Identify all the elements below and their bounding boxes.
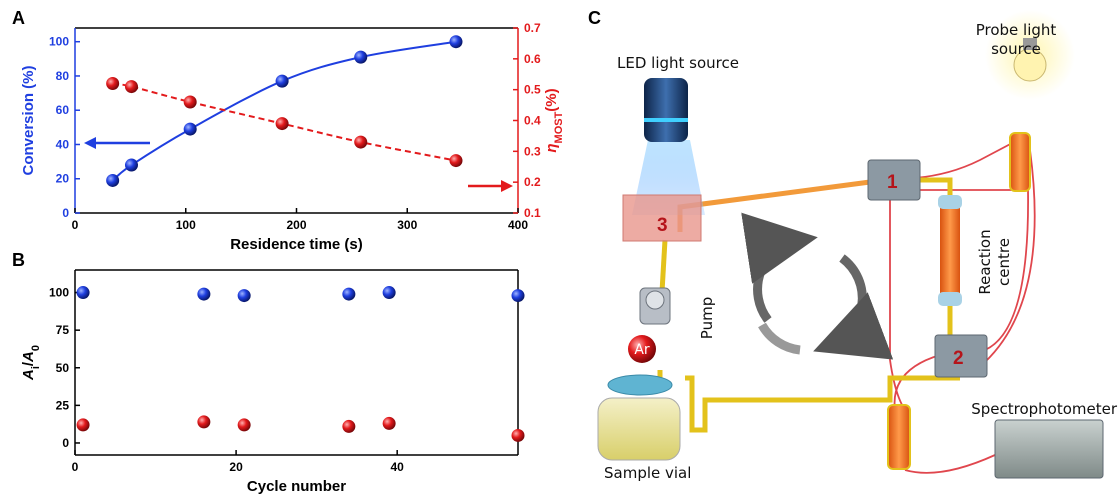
data-point	[354, 136, 367, 149]
cycle-arrow	[758, 240, 800, 320]
data-point	[342, 288, 355, 301]
led-ring	[644, 118, 688, 122]
y-tick-label: 0	[62, 206, 69, 220]
label-part: MOST	[553, 111, 565, 143]
red-arrowhead	[501, 180, 513, 192]
figure: C LED light source 3	[0, 0, 1119, 500]
data-point	[77, 418, 90, 431]
y-tick-label: 0	[62, 436, 69, 450]
x-tick-label: 40	[391, 460, 405, 474]
y2-tick-label: 0.7	[524, 21, 541, 35]
label-part: η	[543, 143, 560, 152]
led	[644, 78, 688, 142]
y-tick-label: 100	[49, 35, 69, 49]
y-axis-label: Ai/A0	[20, 345, 42, 381]
panel-label: A	[12, 8, 25, 28]
data-point	[77, 286, 90, 299]
x-tick-label: 100	[176, 218, 196, 232]
data-point	[238, 418, 251, 431]
orange-tube	[680, 182, 870, 232]
unit-label: 2	[953, 348, 964, 369]
y2-tick-label: 0.3	[524, 144, 541, 158]
data-point	[342, 420, 355, 433]
y2-axis-label: ηMOST(%)	[543, 88, 565, 152]
schematic: C LED light source 3	[588, 8, 1118, 482]
y2-tick-label: 0.1	[524, 206, 541, 220]
vial-label: Sample vial	[604, 464, 691, 482]
y2-tick-label: 0.4	[524, 114, 541, 128]
data-point	[184, 96, 197, 109]
label-part: 0	[30, 345, 42, 351]
x-tick-label: 200	[286, 218, 306, 232]
data-point	[106, 77, 119, 90]
data-point	[106, 174, 119, 187]
data-point	[238, 289, 251, 302]
data-point	[449, 154, 462, 167]
data-point	[449, 35, 462, 48]
label-part: A	[20, 351, 37, 363]
spectro-label: Spectrophotometer	[971, 400, 1118, 418]
data-point	[125, 80, 138, 93]
panel-label: B	[12, 250, 25, 270]
y-axis-label: Conversion (%)	[20, 65, 37, 175]
y2-tick-label: 0.6	[524, 52, 541, 66]
y-tick-label: 20	[56, 172, 70, 186]
cycle-arrow	[830, 258, 862, 345]
data-point	[383, 417, 396, 430]
y-tick-label: 75	[56, 323, 70, 337]
y2-tick-label: 0.2	[524, 175, 541, 189]
cuvette	[888, 405, 910, 469]
unit-label: 3	[657, 215, 668, 236]
x-tick-label: 0	[72, 218, 79, 232]
x-axis-label: Cycle number	[247, 478, 346, 495]
pump-label: Pump	[698, 297, 716, 339]
y-tick-label: 60	[56, 103, 70, 117]
reactor-tube	[940, 195, 960, 305]
data-point	[383, 286, 396, 299]
y-tick-label: 25	[56, 398, 70, 412]
unit-label: 1	[887, 172, 898, 193]
x-tick-label: 400	[508, 218, 528, 232]
panel-label: C	[588, 8, 601, 28]
y-tick-label: 50	[56, 361, 70, 375]
argon-label: Ar	[634, 342, 650, 358]
cycle-arrow	[762, 325, 800, 350]
data-point	[512, 289, 525, 302]
label-part: (%)	[543, 88, 560, 111]
data-point	[276, 75, 289, 88]
data-point	[354, 51, 367, 64]
data-point	[197, 415, 210, 428]
vial-cap	[608, 375, 672, 395]
reactor-cap	[938, 292, 962, 306]
blue-arrowhead	[84, 137, 96, 149]
y-tick-label: 80	[56, 69, 70, 83]
y-tick-label: 100	[49, 286, 69, 300]
x-axis-label: Residence time (s)	[230, 236, 363, 253]
reaction-label: Reactioncentre	[976, 229, 1013, 294]
spectrophotometer	[995, 420, 1103, 478]
pump-head	[646, 291, 664, 309]
x-tick-label: 300	[397, 218, 417, 232]
data-point	[197, 288, 210, 301]
x-tick-label: 0	[72, 460, 79, 474]
data-point	[184, 123, 197, 136]
vial	[598, 398, 680, 460]
data-point	[125, 159, 138, 172]
reactor-cap	[938, 195, 962, 209]
led-label: LED light source	[617, 54, 739, 72]
label-part: A	[20, 369, 37, 381]
series-line	[113, 42, 456, 181]
data-point	[276, 117, 289, 130]
x-tick-label: 20	[229, 460, 243, 474]
probe-cell	[1010, 133, 1030, 191]
y2-tick-label: 0.5	[524, 83, 541, 97]
y-tick-label: 40	[56, 137, 70, 151]
data-point	[512, 429, 525, 442]
